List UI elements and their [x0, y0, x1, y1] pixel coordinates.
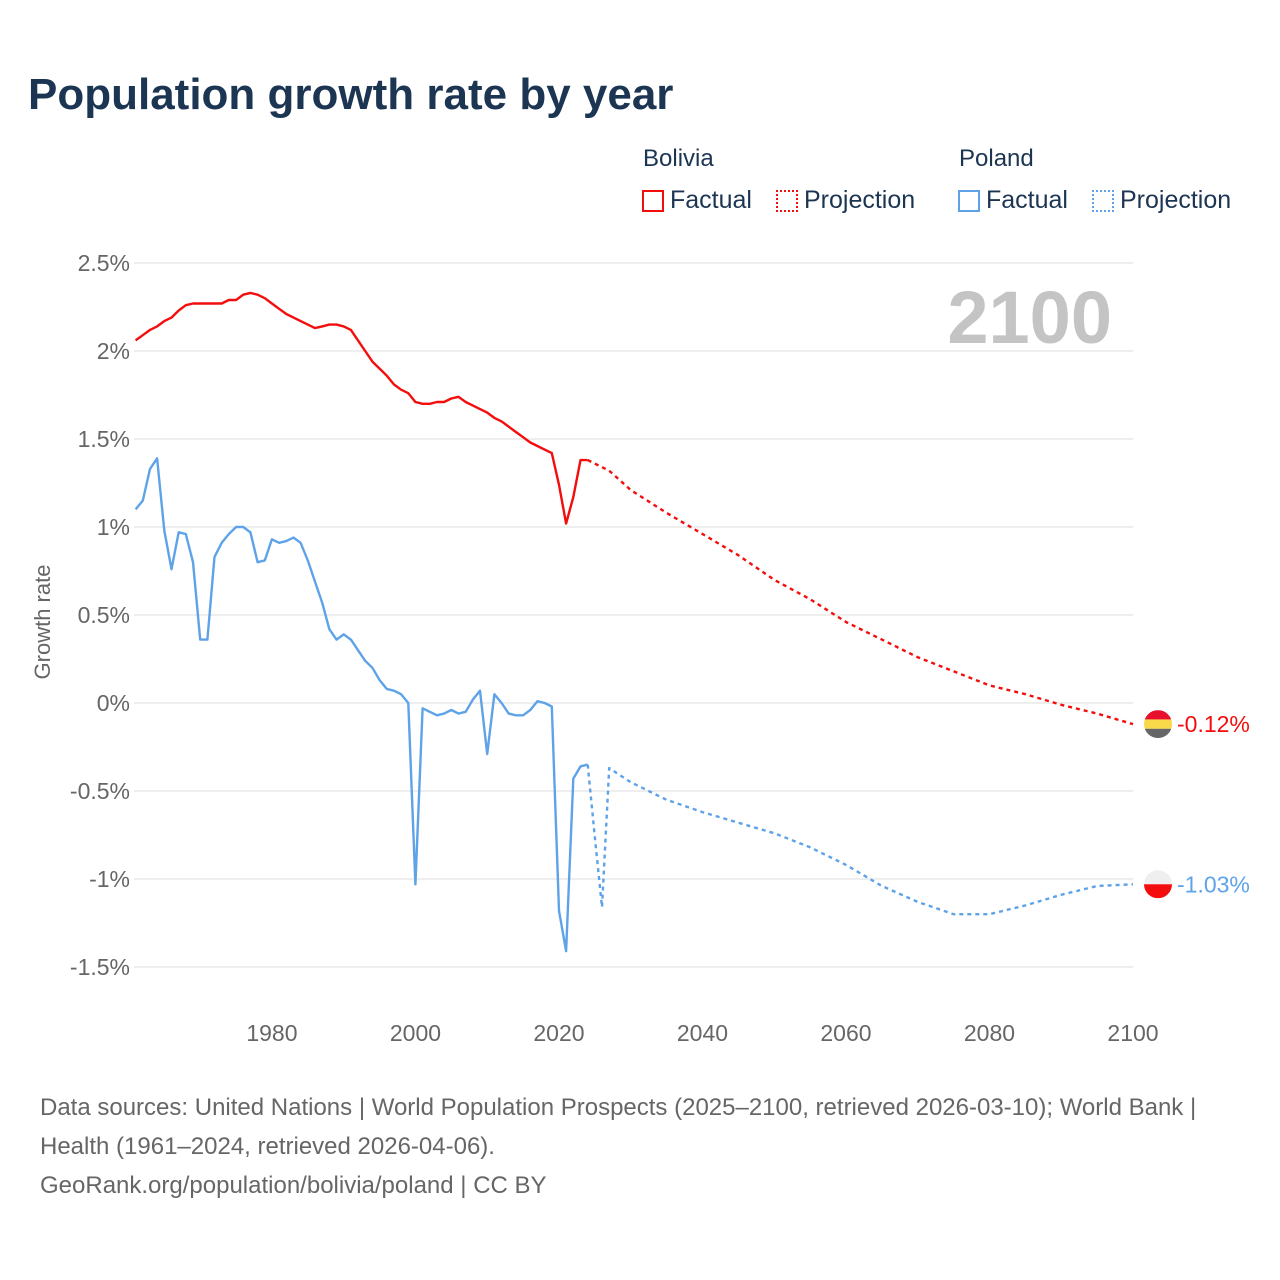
footer: Data sources: United Nations | World Pop… [40, 1088, 1240, 1205]
x-tick-label: 2100 [1107, 1020, 1158, 1046]
chart-title: Population growth rate by year [28, 70, 674, 119]
x-tick-label: 2040 [677, 1020, 728, 1046]
year-watermark: 2100 [947, 276, 1112, 359]
y-tick-label: 0.5% [78, 602, 130, 628]
source-link[interactable]: GeoRank.org/population/bolivia/poland | … [40, 1172, 547, 1199]
legend-group-bolivia: Bolivia [643, 145, 714, 172]
flag-poland-icon [1144, 870, 1172, 899]
legend-poland-projection[interactable]: Projection [1092, 186, 1231, 215]
y-tick-label: 2% [97, 338, 130, 364]
legend-bolivia-factual[interactable]: Factual [642, 186, 752, 215]
legend-poland-factual[interactable]: Factual [958, 186, 1068, 215]
y-tick-label: 1.5% [78, 426, 130, 452]
y-tick-label: -1% [89, 866, 130, 892]
series-bolivia-factual[interactable] [134, 291, 588, 525]
data-sources: Data sources: United Nations | World Pop… [40, 1094, 1197, 1160]
x-tick-label: 2080 [964, 1020, 1015, 1046]
legend-bolivia-projection[interactable]: Projection [776, 186, 915, 215]
legend-label: Factual [670, 186, 752, 214]
legend-group-poland: Poland [959, 145, 1034, 172]
y-tick-label: 0% [97, 690, 130, 716]
legend-swatch-dotted [776, 189, 798, 212]
legend-label: Projection [1120, 186, 1232, 214]
series-bolivia-projection[interactable] [587, 459, 1134, 726]
flag-bolivia-icon [1144, 710, 1172, 739]
end-value-label: -0.12% [1177, 711, 1250, 737]
series-poland-factual[interactable] [134, 457, 588, 953]
legend-swatch-solid [642, 189, 664, 212]
y-tick-label: -1.5% [70, 954, 130, 980]
legend-label: Factual [986, 186, 1068, 214]
y-tick-label: -0.5% [70, 778, 130, 804]
x-tick-label: 2000 [390, 1020, 441, 1046]
legend-label: Projection [804, 186, 916, 214]
legend-swatch-dotted [1092, 189, 1114, 212]
legend-swatch-solid [958, 189, 980, 212]
y-axis-label: Growth rate [30, 565, 55, 680]
y-tick-label: 2.5% [78, 250, 130, 276]
end-value-label: -1.03% [1177, 871, 1250, 897]
y-tick-label: 1% [97, 514, 130, 540]
x-tick-label: 2060 [820, 1020, 871, 1046]
series-poland-projection[interactable] [586, 764, 1134, 916]
x-tick-label: 2020 [533, 1020, 584, 1046]
x-tick-label: 1980 [246, 1020, 297, 1046]
